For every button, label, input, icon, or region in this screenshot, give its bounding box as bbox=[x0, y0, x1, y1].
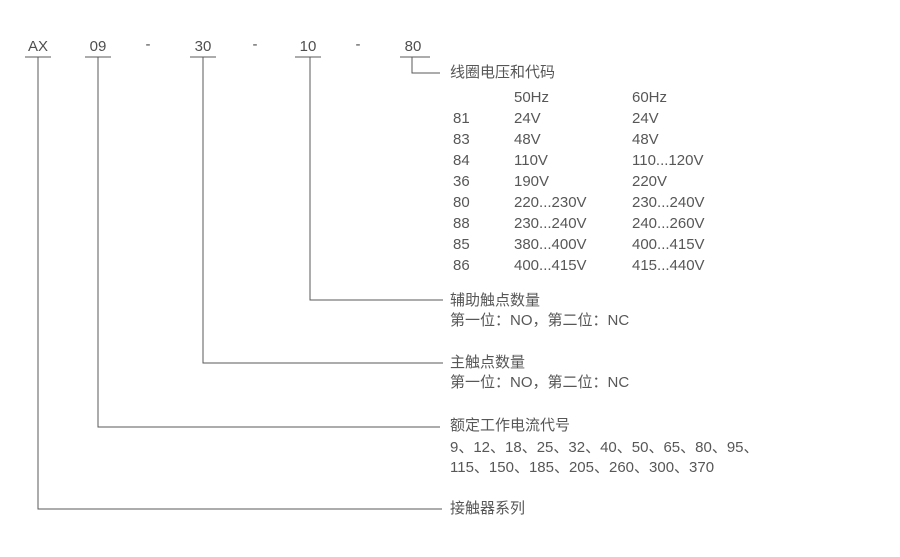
cell-code: 81 bbox=[453, 110, 470, 127]
table-row: 36 190V 220V bbox=[450, 171, 705, 192]
cell-60hz: 415...440V bbox=[632, 257, 705, 274]
coil-voltage-table: 50Hz 60Hz 81 24V 24V 83 48V 48V 84 110V … bbox=[450, 87, 705, 276]
code-separator: - bbox=[355, 36, 361, 53]
cell-50hz: 230...240V bbox=[514, 215, 587, 232]
cell-60hz: 230...240V bbox=[632, 194, 705, 211]
code-separator: - bbox=[252, 36, 258, 53]
series-title: 接触器系列 bbox=[450, 500, 526, 517]
cell-60hz: 110...120V bbox=[632, 152, 704, 169]
table-row: 83 48V 48V bbox=[450, 129, 705, 150]
code-segment-main-contact: 30 bbox=[194, 38, 212, 55]
cell-code: 36 bbox=[453, 173, 470, 190]
coil-voltage-title: 线圈电压和代码 bbox=[450, 64, 556, 81]
rated-current-values-line2: 115、150、185、205、260、300、370 bbox=[450, 459, 715, 476]
main-contacts-subtitle: 第一位：NO，第二位：NC bbox=[450, 374, 630, 391]
connector-current-line bbox=[97, 57, 440, 428]
cell-50hz: 220...230V bbox=[514, 194, 587, 211]
cell-code: 86 bbox=[453, 257, 470, 274]
cell-50hz: 24V bbox=[514, 110, 541, 127]
table-row: 86 400...415V 415...440V bbox=[450, 255, 705, 276]
cell-50hz: 400...415V bbox=[514, 257, 587, 274]
cell-60hz: 48V bbox=[632, 131, 659, 148]
cell-50hz: 380...400V bbox=[514, 236, 587, 253]
cell-60hz: 400...415V bbox=[632, 236, 705, 253]
connector-coil-line bbox=[411, 57, 440, 74]
connector-series-line bbox=[37, 57, 442, 510]
cell-code: 88 bbox=[453, 215, 470, 232]
table-row: 85 380...400V 400...415V bbox=[450, 234, 705, 255]
aux-contacts-title: 辅助触点数量 bbox=[450, 292, 541, 309]
cell-60hz: 220V bbox=[632, 173, 668, 190]
table-header-row: 50Hz 60Hz bbox=[450, 87, 705, 108]
code-segment-aux-contact: 10 bbox=[299, 38, 317, 55]
cell-60hz: 24V bbox=[632, 110, 659, 127]
connector-main-contact-line bbox=[202, 57, 443, 364]
rated-current-title: 额定工作电流代号 bbox=[450, 417, 571, 434]
table-row: 88 230...240V 240...260V bbox=[450, 213, 705, 234]
cell-code: 85 bbox=[453, 236, 470, 253]
table-row: 80 220...230V 230...240V bbox=[450, 192, 705, 213]
cell-60hz: 240...260V bbox=[632, 215, 705, 232]
cell-50hz: 48V bbox=[514, 131, 541, 148]
aux-contacts-subtitle: 第一位：NO，第二位：NC bbox=[450, 312, 630, 329]
code-segment-series: AX bbox=[27, 38, 49, 55]
connector-aux-contact-line bbox=[309, 57, 443, 301]
rated-current-values-line1: 9、12、18、25、32、40、50、65、80、95、 bbox=[450, 439, 759, 456]
cell-50hz: 190V bbox=[514, 173, 550, 190]
table-row: 81 24V 24V bbox=[450, 108, 705, 129]
code-segment-coil-voltage: 80 bbox=[404, 38, 422, 55]
main-contacts-title: 主触点数量 bbox=[450, 354, 526, 371]
cell-code: 84 bbox=[453, 152, 470, 169]
header-code bbox=[450, 87, 514, 108]
header-50hz: 50Hz bbox=[514, 89, 550, 106]
code-segment-current: 09 bbox=[89, 38, 107, 55]
cell-code: 83 bbox=[453, 131, 470, 148]
table-row: 84 110V 110...120V bbox=[450, 150, 705, 171]
cell-50hz: 110V bbox=[514, 152, 548, 169]
code-separator: - bbox=[145, 36, 151, 53]
cell-code: 80 bbox=[453, 194, 470, 211]
header-60hz: 60Hz bbox=[632, 89, 668, 106]
